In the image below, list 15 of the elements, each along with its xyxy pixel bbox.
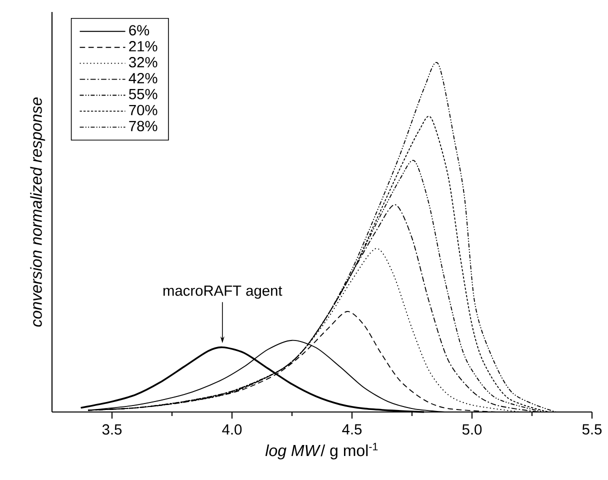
x-tick-label: 4.0 bbox=[222, 424, 242, 435]
annotation: macroRAFT agent bbox=[163, 286, 282, 299]
x-tick-label: 3.5 bbox=[102, 424, 122, 435]
legend-label: 70% bbox=[129, 104, 158, 116]
x-tick-label: 5.0 bbox=[462, 424, 482, 435]
legend-label: 78% bbox=[129, 120, 158, 132]
legend-label: 42% bbox=[128, 73, 158, 84]
legend-label: 6% bbox=[129, 25, 150, 36]
y-axis-title: conversion normalized response bbox=[30, 97, 46, 327]
legend-label: 21% bbox=[129, 41, 158, 52]
x-axis-title: log MW/ g mol$^{-1}$ bbox=[265, 442, 378, 460]
x-tick-label: 4.5 bbox=[342, 424, 362, 435]
legend-label: 55% bbox=[129, 88, 158, 100]
x-tick-label: 5.5 bbox=[582, 424, 602, 435]
legend-label: 32% bbox=[128, 57, 158, 68]
